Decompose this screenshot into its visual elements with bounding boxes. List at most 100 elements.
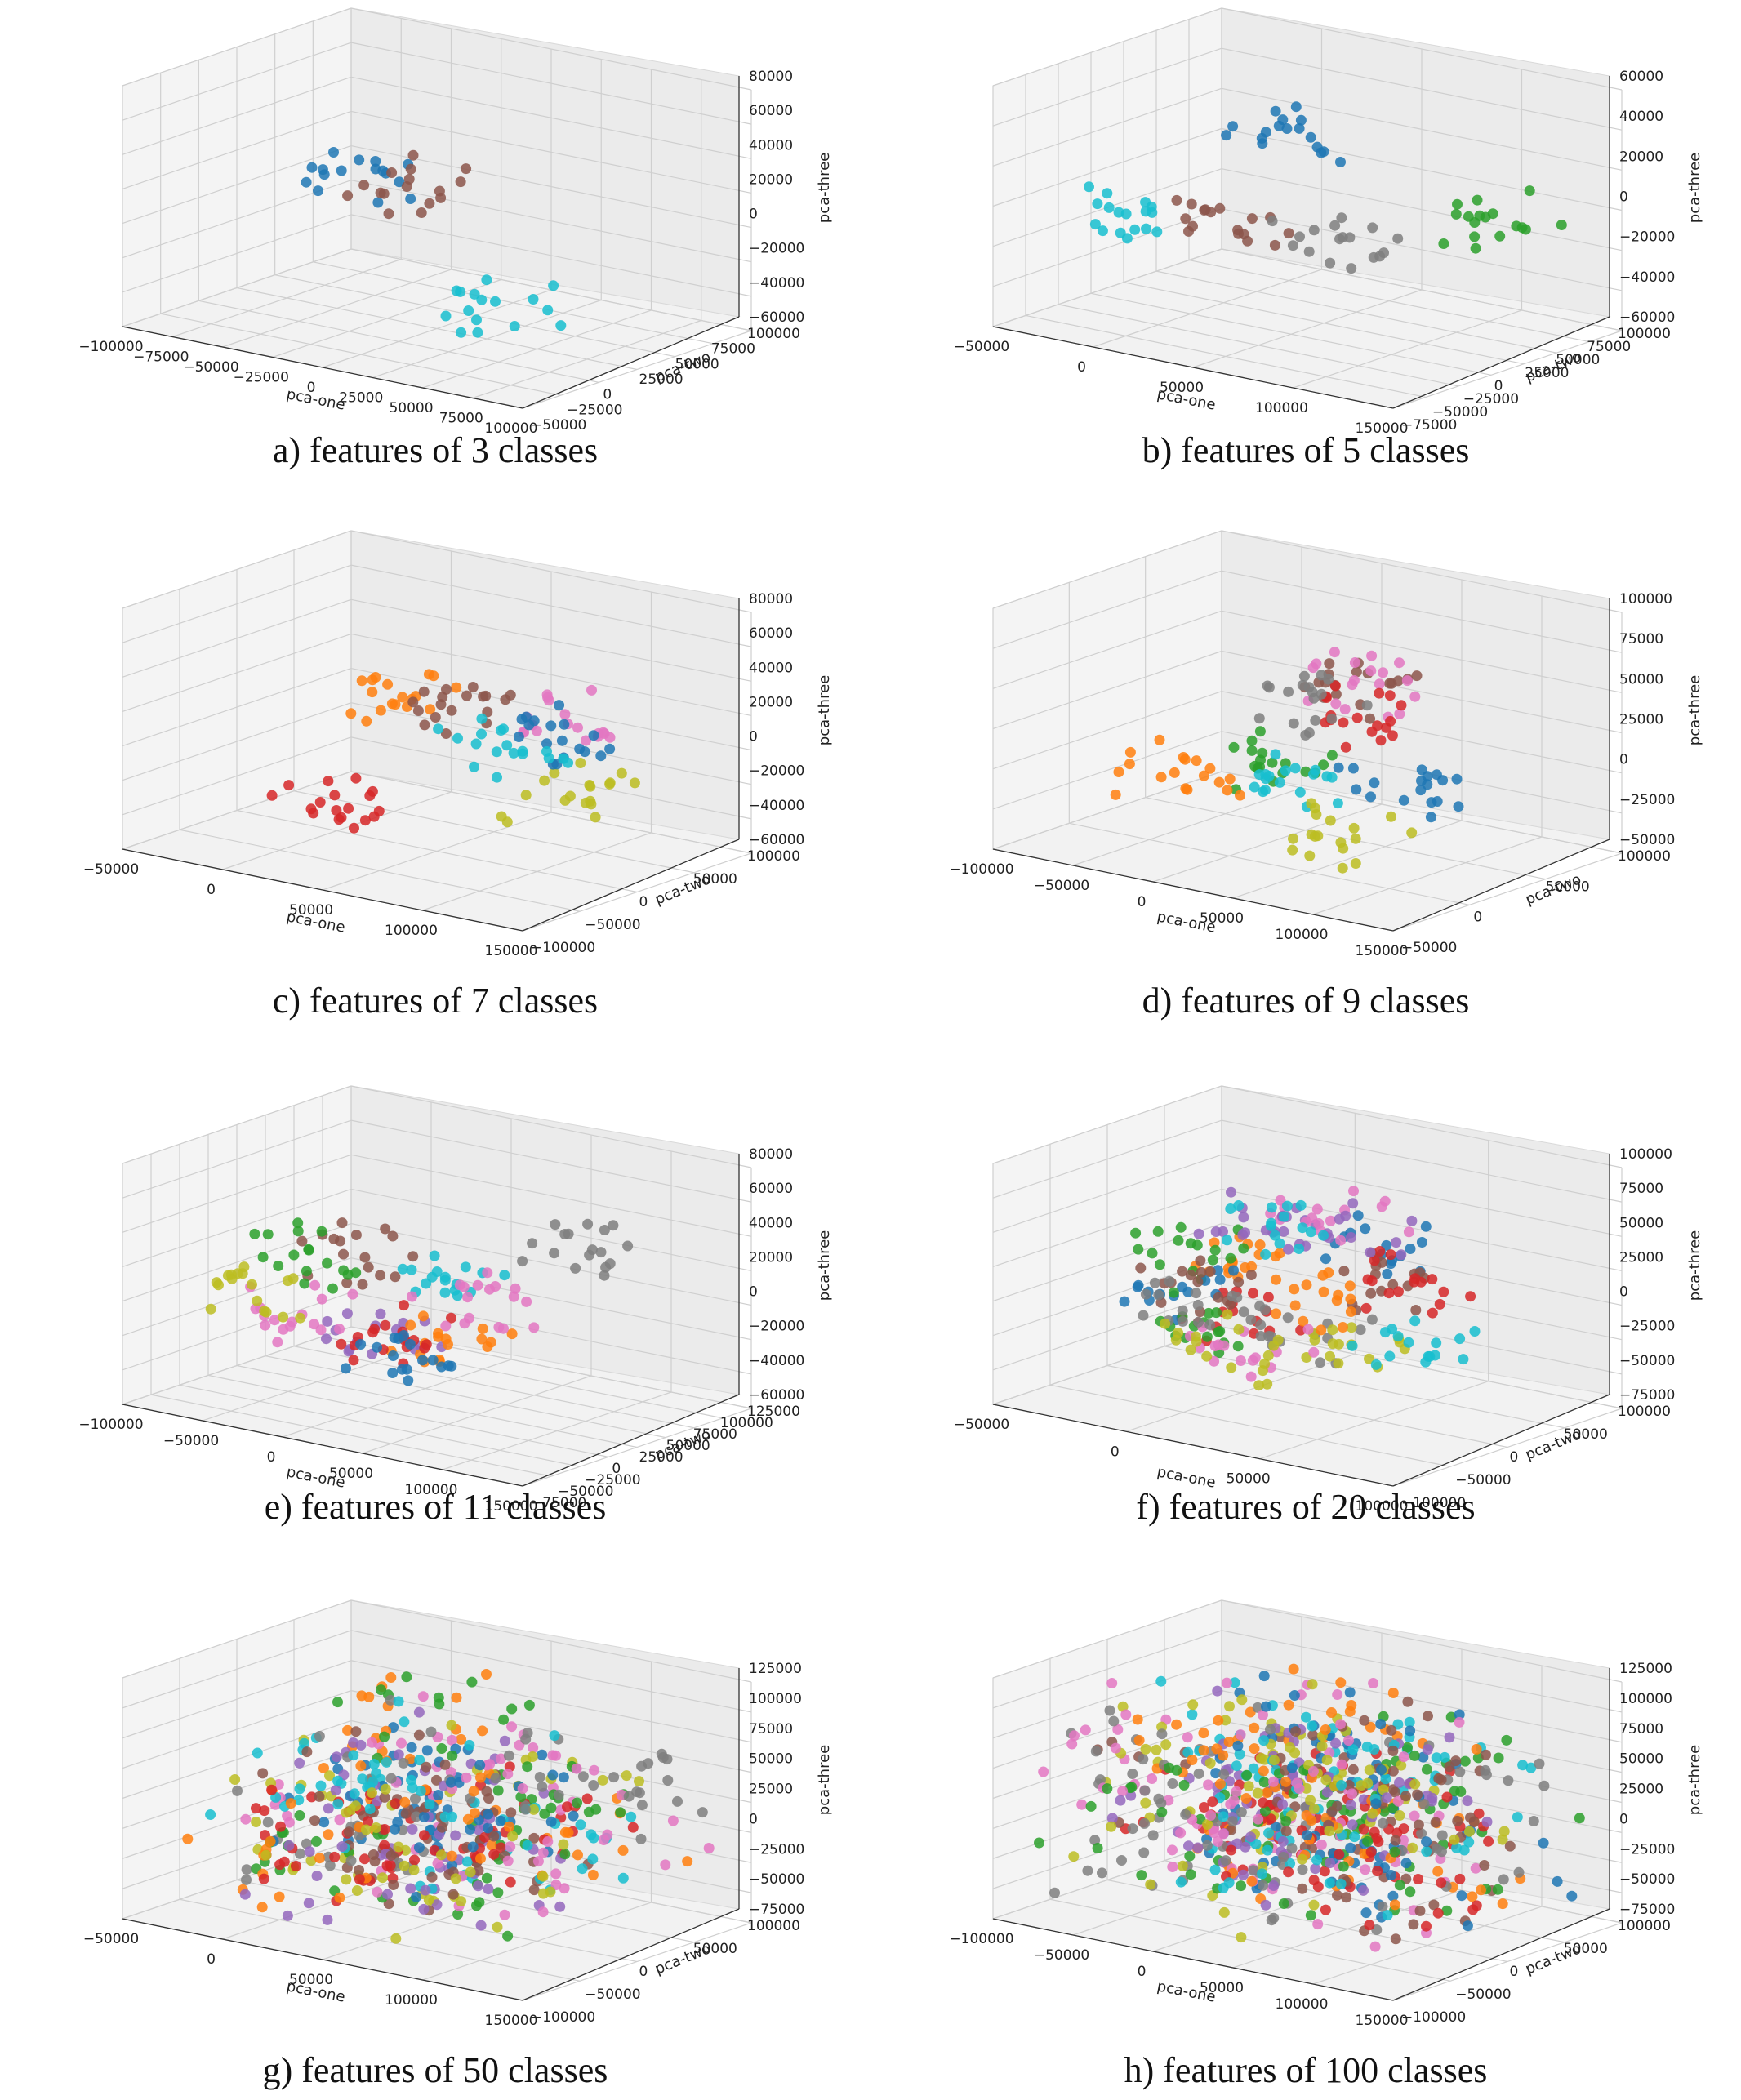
data-point	[1151, 226, 1163, 238]
data-point	[1340, 741, 1351, 753]
data-point	[420, 1884, 431, 1896]
data-point	[1209, 1244, 1221, 1256]
gridline-x	[1072, 787, 1302, 866]
data-point	[1387, 1765, 1399, 1777]
data-point	[1538, 1837, 1549, 1849]
data-point	[1185, 1344, 1196, 1355]
gridline-y	[293, 1346, 695, 1429]
data-point	[558, 753, 569, 764]
data-point	[1377, 1901, 1388, 1912]
data-point	[537, 1749, 548, 1760]
scatter-points	[1119, 1186, 1481, 1391]
gridline-z	[1221, 208, 1623, 291]
data-point	[1338, 1266, 1350, 1277]
y-tick-label: 50000	[1564, 1426, 1608, 1443]
data-point	[390, 1798, 401, 1809]
data-point	[397, 1824, 408, 1835]
data-point	[1258, 786, 1269, 798]
gridline-z	[122, 598, 352, 678]
data-point	[623, 1791, 635, 1802]
data-point	[1199, 1802, 1209, 1813]
data-point	[604, 778, 616, 790]
data-point	[322, 1914, 333, 1925]
data-point	[351, 1885, 363, 1896]
data-point	[1238, 1306, 1249, 1318]
z-tick-label: −25000	[749, 1841, 804, 1858]
data-point	[341, 1807, 352, 1818]
data-point	[1407, 1842, 1418, 1853]
x-axis-line	[992, 1404, 1394, 1487]
data-point	[549, 767, 560, 779]
data-point	[430, 712, 441, 723]
data-point	[1324, 1877, 1335, 1889]
data-point	[1156, 1728, 1168, 1740]
data-point	[1255, 1752, 1267, 1764]
data-point	[1300, 729, 1311, 741]
z-tick-label: −75000	[1619, 1387, 1675, 1404]
data-point	[1231, 1786, 1242, 1797]
data-point	[1102, 1783, 1113, 1795]
data-point	[1423, 1711, 1433, 1722]
data-point	[1283, 228, 1294, 239]
gridline-z	[350, 1840, 752, 1924]
z-tick-label: −25000	[1619, 792, 1675, 808]
scatter-points	[266, 669, 640, 834]
data-point	[411, 1811, 422, 1822]
data-point	[1409, 1778, 1421, 1790]
data-point	[434, 1698, 445, 1710]
data-point	[388, 1350, 399, 1361]
data-point	[1221, 130, 1232, 141]
data-point	[491, 746, 502, 758]
data-point	[490, 1773, 501, 1784]
data-point	[1312, 1919, 1324, 1930]
data-point	[1154, 734, 1165, 745]
y-axis-line	[1392, 839, 1610, 932]
data-point	[1358, 1884, 1369, 1896]
data-point	[1454, 1333, 1466, 1345]
data-point	[1552, 1875, 1563, 1887]
gridline-z	[992, 1840, 1222, 1920]
data-point	[294, 1757, 305, 1769]
data-point	[1481, 1749, 1491, 1760]
data-point	[1406, 827, 1418, 839]
y-tick-label: −100000	[1401, 1495, 1466, 1511]
data-point	[1406, 1215, 1418, 1226]
data-point	[1318, 1286, 1329, 1297]
data-point	[1384, 1350, 1396, 1362]
data-point	[316, 1293, 327, 1305]
data-point	[555, 320, 567, 331]
data-point	[1410, 1305, 1422, 1315]
y-tick-label: −50000	[1455, 1472, 1511, 1488]
data-point	[1374, 1246, 1386, 1257]
data-point	[313, 185, 323, 197]
z-tick-label: 40000	[1619, 109, 1663, 125]
gridline-z	[350, 42, 752, 125]
data-point	[1283, 1866, 1294, 1878]
gridline-z	[1221, 1154, 1623, 1237]
data-point	[322, 1257, 333, 1269]
y-tick-label: 50000	[693, 871, 737, 888]
data-point	[1138, 1847, 1150, 1858]
data-point	[317, 164, 328, 176]
data-point	[1492, 1884, 1503, 1895]
z-tick-label: −40000	[749, 275, 804, 291]
data-point	[1287, 240, 1298, 251]
data-point	[338, 1248, 349, 1260]
data-point	[1260, 1899, 1271, 1911]
y-tick-label: 25000	[639, 372, 683, 388]
data-point	[502, 1769, 514, 1780]
data-point	[521, 1296, 532, 1307]
gridline-z	[1221, 691, 1623, 774]
data-point	[1375, 1719, 1387, 1730]
gridline-z	[1221, 1630, 1623, 1713]
data-point	[1372, 1866, 1383, 1877]
data-point	[1415, 785, 1427, 796]
z-tick-label: 0	[749, 729, 758, 745]
data-point	[256, 1902, 268, 1913]
data-point	[1403, 1226, 1414, 1238]
data-point	[617, 1872, 629, 1884]
y-tick-label: 0	[612, 1461, 621, 1477]
z-tick-label: 60000	[749, 103, 793, 119]
data-point	[1170, 1334, 1182, 1346]
data-point	[1378, 1817, 1388, 1829]
